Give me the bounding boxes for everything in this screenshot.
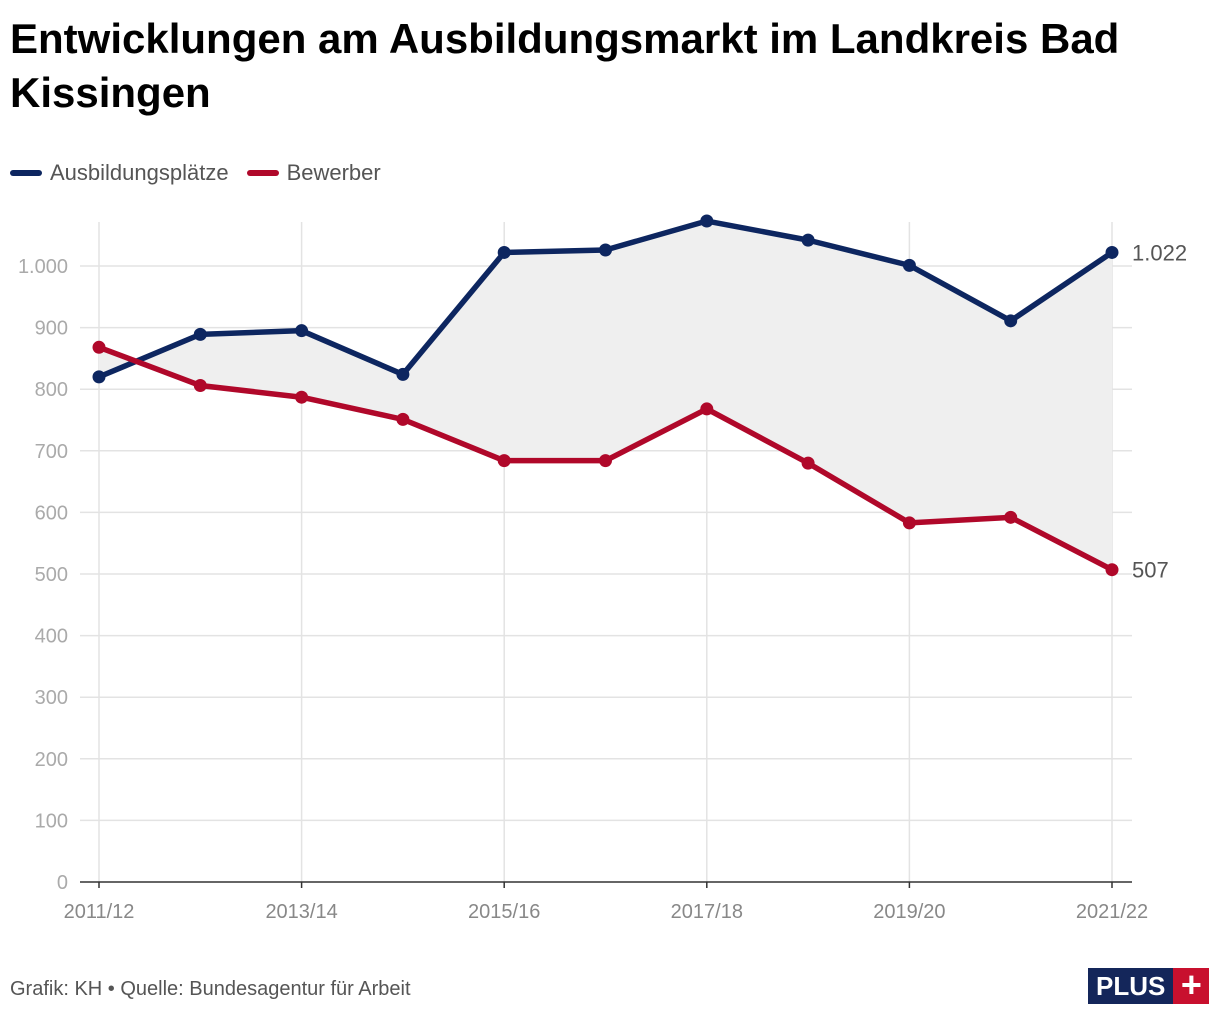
data-point bbox=[700, 402, 714, 416]
label-layer: 1.022 507 bbox=[1132, 240, 1187, 582]
data-point bbox=[801, 233, 815, 247]
data-point bbox=[497, 245, 511, 259]
y-tick-label: 1.000 bbox=[18, 256, 68, 278]
series-layer bbox=[92, 214, 1119, 577]
data-point bbox=[193, 379, 207, 393]
data-point bbox=[193, 327, 207, 341]
data-point bbox=[1105, 245, 1119, 259]
legend-label-ausbildungsplaetze: Ausbildungsplätze bbox=[50, 160, 229, 185]
data-point bbox=[92, 340, 106, 354]
data-point bbox=[396, 412, 410, 426]
x-tick-label: 2017/18 bbox=[671, 901, 743, 923]
y-tick-label: 200 bbox=[35, 749, 68, 771]
end-value-label: 1.022 bbox=[1132, 240, 1187, 265]
plus-badge: PLUS + bbox=[1088, 967, 1210, 1004]
y-tick-label: 100 bbox=[35, 810, 68, 832]
plus-badge-text: PLUS bbox=[1088, 968, 1174, 1004]
data-point bbox=[295, 324, 309, 338]
grid-layer bbox=[80, 222, 1132, 882]
axis-layer: 0 100 200 300 400 500 600 700 800 900 1.000 2011/12… bbox=[18, 256, 1148, 923]
data-point bbox=[92, 370, 106, 384]
x-tick-label: 2015/16 bbox=[468, 901, 540, 923]
data-point bbox=[801, 456, 815, 470]
data-point bbox=[1004, 314, 1018, 328]
data-point bbox=[1004, 510, 1018, 524]
data-point bbox=[599, 454, 612, 468]
y-tick-label: 300 bbox=[35, 687, 68, 709]
data-point bbox=[902, 258, 916, 272]
x-tick-label: 2011/12 bbox=[64, 901, 135, 923]
legend: Ausbildungsplätze Bewerber bbox=[10, 160, 399, 186]
y-tick-label: 400 bbox=[35, 626, 68, 648]
data-point bbox=[295, 390, 309, 404]
data-point bbox=[700, 214, 714, 228]
source-footer: Grafik: KH • Quelle: Bundesagentur für A… bbox=[10, 978, 411, 1000]
y-tick-label: 0 bbox=[57, 872, 68, 894]
y-tick-label: 500 bbox=[35, 564, 68, 586]
y-tick-label: 700 bbox=[35, 441, 68, 463]
area-between-series bbox=[99, 221, 1112, 570]
data-point bbox=[902, 516, 916, 530]
data-point bbox=[497, 454, 511, 468]
y-tick-label: 600 bbox=[35, 502, 68, 524]
legend-item-bewerber: Bewerber bbox=[246, 160, 381, 186]
legend-swatch-ausbildungsplaetze bbox=[10, 170, 42, 176]
end-value-label: 507 bbox=[1132, 558, 1169, 583]
chart-title: Entwicklungen am Ausbildungsmarkt im Lan… bbox=[10, 15, 1120, 116]
data-point bbox=[599, 243, 612, 257]
data-point bbox=[396, 367, 410, 381]
x-tick-label: 2013/14 bbox=[265, 901, 337, 923]
x-tick-label: 2021/22 bbox=[1076, 901, 1148, 923]
plus-icon: + bbox=[1173, 967, 1210, 1004]
legend-item-ausbildungsplaetze: Ausbildungsplätze bbox=[10, 160, 229, 186]
x-tick-label: 2019/20 bbox=[873, 901, 945, 923]
legend-swatch-bewerber bbox=[246, 170, 279, 176]
legend-label-bewerber: Bewerber bbox=[286, 160, 381, 185]
data-point bbox=[1105, 563, 1119, 577]
area-layer bbox=[99, 221, 1112, 570]
y-tick-label: 900 bbox=[35, 318, 68, 340]
y-tick-label: 800 bbox=[35, 379, 68, 401]
